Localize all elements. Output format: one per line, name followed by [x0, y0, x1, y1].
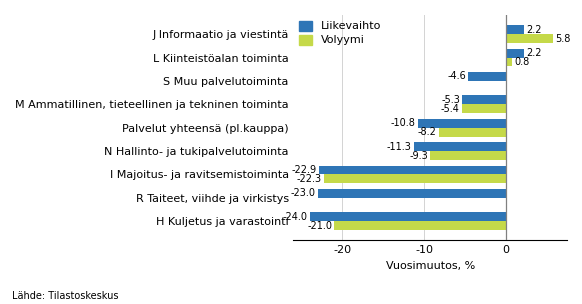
- Bar: [319, 166, 506, 174]
- Bar: [506, 34, 553, 43]
- Bar: [506, 57, 512, 66]
- Bar: [413, 142, 506, 151]
- Bar: [430, 151, 506, 160]
- Legend: Liikevaihto, Volyymi: Liikevaihto, Volyymi: [299, 21, 382, 45]
- Text: 2.2: 2.2: [526, 25, 541, 35]
- Bar: [318, 189, 506, 198]
- Bar: [334, 221, 506, 230]
- Text: -4.6: -4.6: [448, 71, 466, 81]
- Text: -5.3: -5.3: [442, 95, 460, 105]
- Bar: [462, 104, 506, 113]
- Bar: [310, 212, 506, 221]
- X-axis label: Vuosimuutos, %: Vuosimuutos, %: [386, 261, 475, 271]
- Text: -5.4: -5.4: [441, 104, 460, 114]
- Text: -24.0: -24.0: [283, 212, 308, 222]
- Text: -23.0: -23.0: [291, 188, 316, 199]
- Bar: [439, 128, 506, 136]
- Text: 0.8: 0.8: [514, 57, 530, 67]
- Text: -11.3: -11.3: [386, 142, 411, 152]
- Text: -10.8: -10.8: [391, 118, 416, 128]
- Text: -22.9: -22.9: [292, 165, 317, 175]
- Text: 5.8: 5.8: [555, 33, 570, 43]
- Text: -8.2: -8.2: [418, 127, 436, 137]
- Bar: [506, 49, 524, 57]
- Text: -21.0: -21.0: [307, 221, 332, 231]
- Text: -9.3: -9.3: [409, 150, 428, 161]
- Bar: [418, 119, 506, 128]
- Text: -22.3: -22.3: [296, 174, 322, 184]
- Bar: [463, 95, 506, 104]
- Bar: [506, 25, 524, 34]
- Bar: [324, 174, 506, 183]
- Bar: [468, 72, 506, 81]
- Text: Lähde: Tilastoskeskus: Lähde: Tilastoskeskus: [12, 291, 118, 301]
- Text: 2.2: 2.2: [526, 48, 541, 58]
